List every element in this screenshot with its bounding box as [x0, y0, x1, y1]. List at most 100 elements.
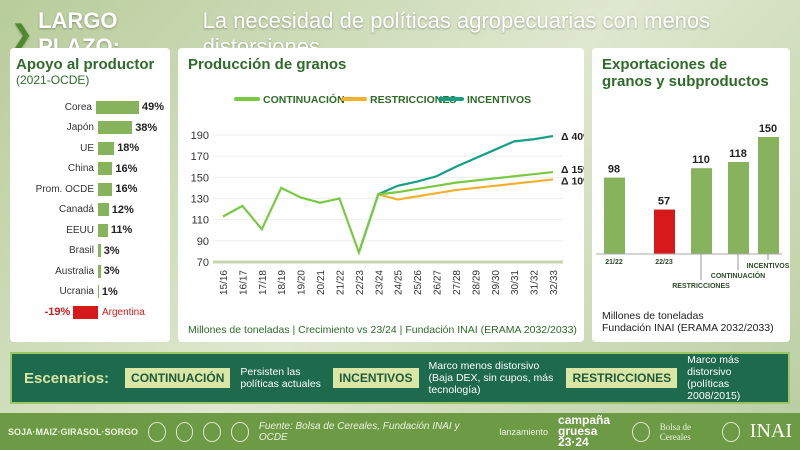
apoyo-value: 12% — [111, 203, 134, 216]
y-tick-label: 70 — [197, 257, 209, 269]
sorgo-icon — [231, 421, 249, 442]
export-value: 110 — [692, 154, 710, 166]
apoyo-row: Canadá 12% — [16, 200, 164, 221]
export-category: CONTINUACIÓN — [711, 271, 765, 280]
apoyo-row: Ucrania 1% — [16, 282, 164, 303]
apoyo-row: -19% Argentina — [16, 302, 164, 323]
inai-logo-icon — [722, 421, 740, 442]
apoyo-value: 18% — [117, 142, 140, 155]
maiz-icon — [175, 421, 194, 442]
scenario-desc: Persisten las políticas actuales — [240, 366, 321, 390]
escenarios-label: Escenarios: — [24, 369, 110, 387]
apoyo-bar — [98, 223, 108, 237]
x-tick-label: 26/27 — [433, 270, 444, 295]
apoyo-label: China — [67, 163, 94, 175]
apoyo-label: UE — [80, 142, 94, 154]
apoyo-label: Brasil — [68, 245, 94, 257]
x-tick-label: 28/29 — [471, 270, 482, 295]
scenario-restricciones: RESTRICCIONES — [566, 368, 678, 388]
y-tick-label: 150 — [191, 172, 209, 184]
export-value: 150 — [759, 123, 777, 135]
x-tick-label: 22/23 — [355, 270, 366, 295]
export-value: 98 — [608, 164, 620, 176]
produccion-caption: Millones de toneladas | Crecimiento vs 2… — [188, 324, 577, 336]
bolsa-text: Bolsa de Cereales — [659, 421, 691, 442]
scenario-incentivos: INCENTIVOS — [333, 368, 419, 388]
x-tick-label: 20/21 — [316, 270, 327, 295]
x-tick-label: 18/19 — [277, 270, 288, 295]
apoyo-value: 38% — [135, 121, 158, 134]
apoyo-value: -19% — [44, 306, 71, 319]
x-tick-label: 17/18 — [258, 270, 269, 295]
y-tick-label: 110 — [191, 215, 209, 227]
lanzamiento-text: lanzamiento — [499, 426, 549, 437]
x-tick-label: 30/31 — [510, 270, 521, 295]
apoyo-row: Japón 38% — [16, 118, 164, 139]
apoyo-row: EEUU 11% — [16, 220, 164, 241]
apoyo-bar — [98, 121, 133, 135]
export-value: 57 — [658, 196, 670, 208]
x-tick-label: 24/25 — [394, 270, 405, 295]
apoyo-row: UE 18% — [16, 138, 164, 159]
export-value: 118 — [729, 148, 747, 160]
apoyo-row: China 16% — [16, 159, 164, 180]
export-category: RESTRICCIONES — [672, 283, 730, 290]
series-line — [222, 170, 554, 256]
apoyo-row: Brasil 3% — [16, 241, 164, 262]
inai-text: INAI — [749, 420, 792, 442]
scenario-desc: Marco más distorsivo (políticas 2008/201… — [687, 354, 741, 402]
apoyo-value: 49% — [141, 101, 164, 114]
apoyo-label: Corea — [64, 101, 92, 113]
x-tick-label: 31/32 — [530, 270, 541, 295]
girasol-icon — [203, 421, 222, 442]
export-category: 22/23 — [655, 259, 673, 266]
apoyo-bar — [98, 264, 101, 278]
export-bar — [758, 137, 779, 254]
apoyo-value: 16% — [115, 162, 138, 175]
produccion-panel: Producción de granos 70 90 110 130 150 170 190… — [178, 48, 593, 342]
scenario-continuacion: CONTINUACIÓN — [125, 368, 231, 388]
apoyo-bar — [98, 141, 115, 155]
apoyo-label: EEUU — [66, 224, 94, 236]
y-tick-label: 190 — [191, 130, 209, 142]
apoyo-bar — [73, 305, 98, 319]
export-caption: Millones de toneladas Fundación INAI (ERA… — [602, 310, 774, 334]
end-label: Δ 10% — [561, 175, 584, 187]
export-bar — [691, 168, 712, 254]
export-title: Exportaciones de granos y subproductos — [602, 56, 769, 90]
apoyo-label: Argentina — [101, 306, 145, 318]
apoyo-value: 16% — [115, 183, 138, 196]
apoyo-label: Canadá — [58, 204, 94, 216]
scenario-desc: Marco menos distorsivo (Baja DEX, sin cu… — [428, 360, 554, 396]
x-tick-label: 27/28 — [452, 270, 463, 295]
x-tick-label: 29/30 — [491, 270, 502, 295]
apoyo-bar — [96, 100, 139, 114]
export-caption-1: Millones de toneladas — [602, 310, 704, 322]
apoyo-bar — [98, 182, 113, 196]
apoyo-value: 3% — [103, 244, 120, 257]
x-tick-label: 23/24 — [374, 270, 385, 295]
apoyo-label: Japón — [66, 122, 94, 134]
bolsa-logo-icon — [632, 421, 650, 442]
apoyo-value: 11% — [110, 224, 133, 237]
gruesa-text: gruesa 23·24 — [558, 424, 598, 449]
series-line — [357, 134, 554, 253]
apoyo-bars: Corea 49% Japón 38% UE 18% China 16% Prom. OCDE 1… — [16, 97, 164, 323]
x-tick-label: 32/33 — [549, 270, 560, 295]
series-line — [378, 178, 554, 201]
apoyo-label: Australia — [55, 265, 94, 277]
apoyo-bar — [98, 203, 109, 217]
export-category: INCENTIVOS — [747, 263, 790, 270]
x-tick-label: 15/16 — [219, 270, 230, 295]
export-bar — [728, 161, 749, 254]
apoyo-bar — [98, 162, 113, 176]
end-label: Δ 40% — [561, 131, 584, 143]
legend-label: INCENTIVOS — [467, 94, 531, 106]
y-tick-label: 90 — [197, 236, 209, 248]
campana-logo: campaña gruesa 23·24 — [558, 413, 622, 449]
apoyo-bar — [98, 285, 99, 299]
produccion-title: Producción de granos — [188, 56, 347, 73]
export-panel: Exportaciones de granos y subproductos 9… — [592, 48, 790, 342]
campana-text: campaña — [558, 413, 611, 427]
apoyo-value: 3% — [103, 265, 120, 278]
